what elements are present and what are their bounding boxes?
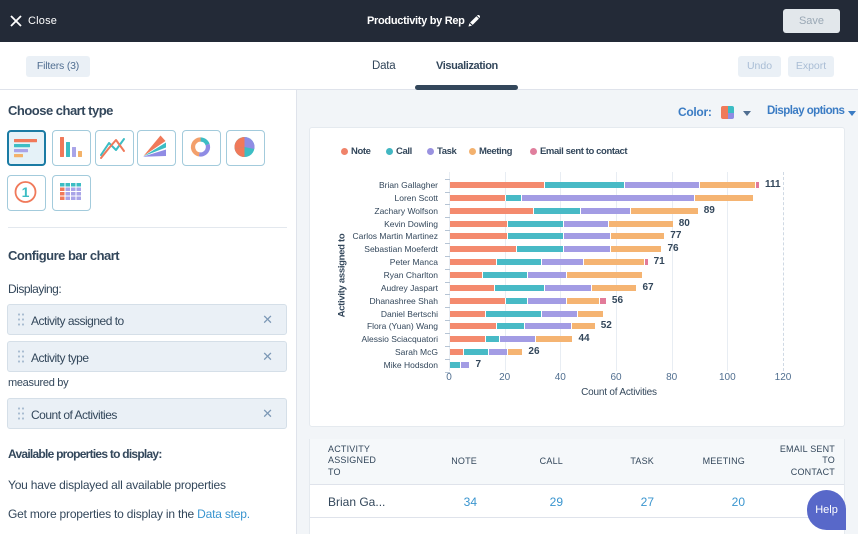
- svg-text:1: 1: [22, 184, 30, 200]
